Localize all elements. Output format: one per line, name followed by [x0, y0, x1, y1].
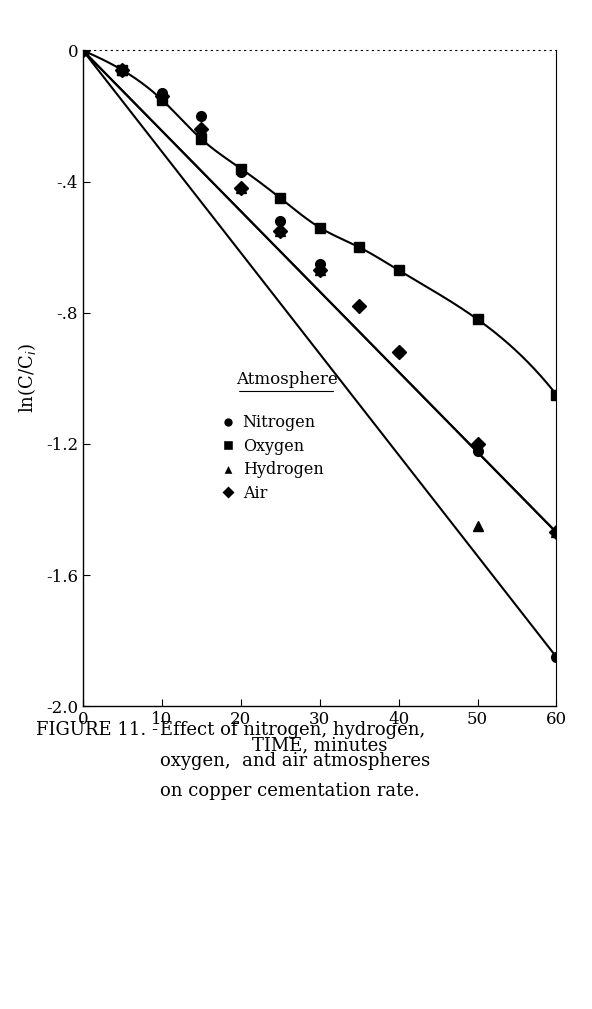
Legend: Nitrogen, Oxygen, Hydrogen, Air: Nitrogen, Oxygen, Hydrogen, Air: [223, 391, 323, 501]
Text: FIGURE 11. -: FIGURE 11. -: [36, 721, 157, 740]
X-axis label: TIME, minutes: TIME, minutes: [252, 737, 387, 755]
Text: on copper cementation rate.: on copper cementation rate.: [160, 782, 420, 800]
Text: Effect of nitrogen, hydrogen,: Effect of nitrogen, hydrogen,: [160, 721, 425, 740]
Text: oxygen,  and air atmospheres: oxygen, and air atmospheres: [160, 752, 430, 770]
Y-axis label: ln(C/C$_i$): ln(C/C$_i$): [15, 343, 37, 414]
Text: Atmosphere: Atmosphere: [236, 371, 337, 388]
